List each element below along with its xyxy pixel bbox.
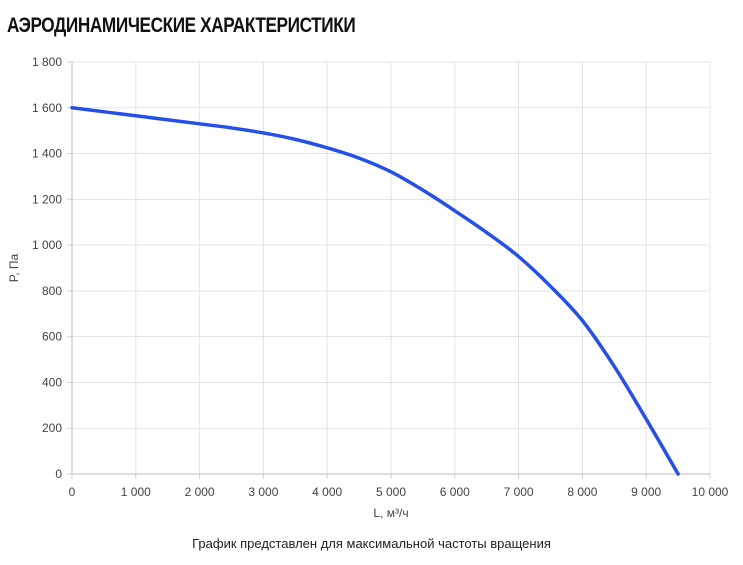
x-tick-label: 1 000 (121, 485, 151, 499)
x-tick-label: 8 000 (567, 485, 597, 499)
y-tick-label: 0 (55, 467, 62, 481)
series-line-0 (70, 106, 680, 476)
x-tick-label: 3 000 (248, 485, 278, 499)
y-tick-label: 800 (42, 284, 62, 298)
x-tick-label: 7 000 (504, 485, 534, 499)
y-tick-label: 1 400 (32, 147, 62, 161)
y-tick-label: 1 000 (32, 238, 62, 252)
x-axis-label: L, м³/ч (373, 506, 408, 520)
chart-grid (71, 61, 711, 475)
x-tick-label: 2 000 (185, 485, 215, 499)
chart-series (70, 106, 680, 476)
x-tick-label: 10 000 (692, 485, 729, 499)
x-tick-label: 6 000 (440, 485, 470, 499)
y-tick-label: 1 600 (32, 101, 62, 115)
y-tick-label: 400 (42, 375, 62, 389)
y-tick-label: 600 (42, 330, 62, 344)
y-axis-label: P, Па (7, 253, 21, 282)
chart-axes (67, 61, 711, 479)
y-axis-ticks: 0 200 400 600 800 1 000 1 200 1 400 1 600 1 800 (32, 55, 62, 481)
page-title: АЭРОДИНАМИЧЕСКИЕ ХАРАКТЕРИСТИКИ (7, 14, 356, 37)
x-tick-label: 9 000 (631, 485, 661, 499)
x-tick-label: 4 000 (312, 485, 342, 499)
y-tick-label: 200 (42, 421, 62, 435)
y-tick-label: 1 200 (32, 192, 62, 206)
y-tick-label: 1 800 (32, 55, 62, 69)
x-tick-label: 0 (69, 485, 76, 499)
x-axis-ticks: 0 1 000 2 000 3 000 4 000 5 000 6 000 7 000 8 00… (69, 485, 729, 499)
chart-caption: График представлен для максимальной част… (192, 536, 551, 551)
x-tick-label: 5 000 (376, 485, 406, 499)
pressure-flow-chart: 0 1 000 2 000 3 000 4 000 5 000 6 000 7 000 8 00… (7, 55, 729, 520)
